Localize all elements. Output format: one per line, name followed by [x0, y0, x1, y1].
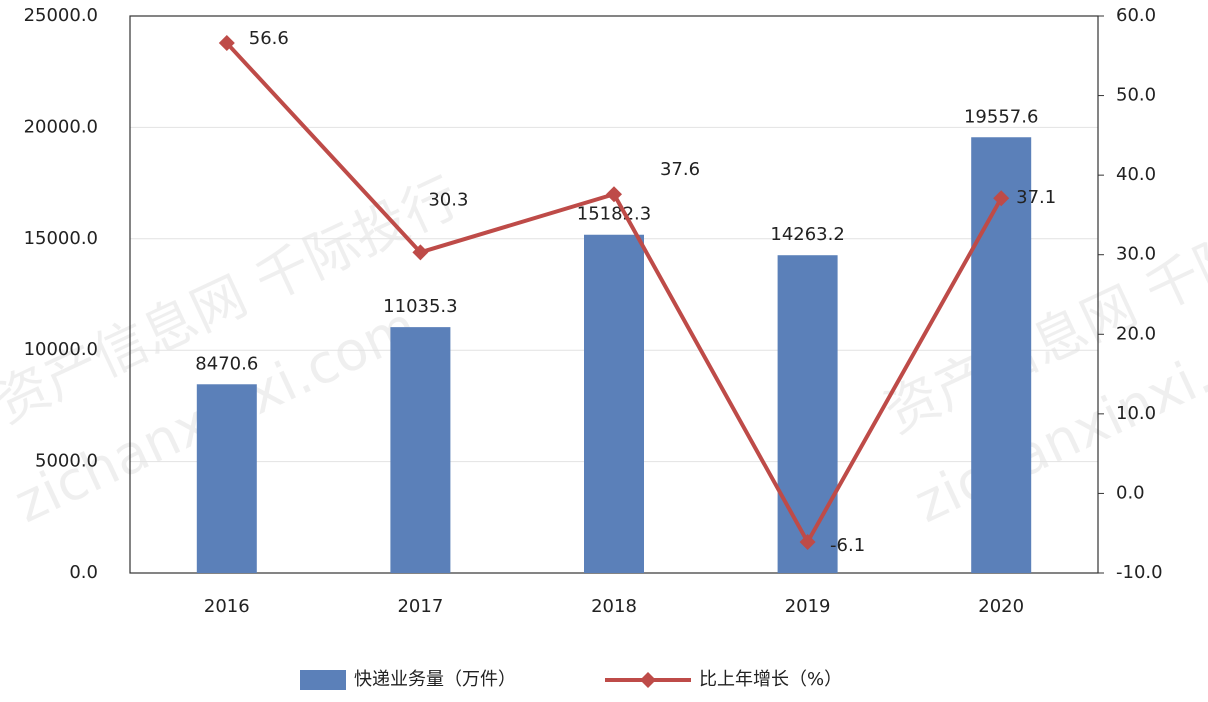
line-marker: [993, 190, 1010, 207]
x-tick-label: 2016: [204, 596, 250, 617]
legend-label: 比上年增长（%）: [699, 669, 842, 690]
y-tick-label: 0.0: [69, 562, 98, 583]
line-marker: [799, 533, 816, 550]
data-label: 8470.6: [195, 353, 258, 374]
bar: [584, 234, 644, 574]
data-label: 37.1: [1016, 187, 1056, 208]
y-tick-label: 10000.0: [24, 339, 98, 360]
data-label: 11035.3: [383, 296, 457, 317]
y-tick-label: 15000.0: [24, 228, 98, 249]
data-label: 56.6: [249, 28, 289, 49]
legend-swatch: [300, 670, 346, 690]
bar: [390, 327, 451, 573]
y2-tick-label: 0.0: [1116, 482, 1145, 503]
y-tick-label: 5000.0: [35, 451, 98, 472]
bar: [777, 255, 838, 574]
y2-tick-label: 50.0: [1116, 85, 1156, 106]
data-label: 37.6: [660, 159, 700, 180]
data-label: -6.1: [830, 535, 865, 556]
line-marker: [412, 244, 429, 261]
y2-tick-label: -10.0: [1116, 562, 1163, 583]
x-tick-label: 2017: [397, 596, 443, 617]
line-marker: [218, 35, 235, 52]
x-tick-label: 2018: [591, 596, 637, 617]
y2-tick-label: 10.0: [1116, 403, 1156, 424]
y-tick-label: 20000.0: [24, 116, 98, 137]
y-tick-label: 25000.0: [24, 5, 98, 26]
legend-marker: [640, 672, 656, 688]
bar: [971, 137, 1032, 574]
x-tick-label: 2019: [785, 596, 831, 617]
y2-tick-label: 60.0: [1116, 5, 1156, 26]
y2-tick-label: 30.0: [1116, 244, 1156, 265]
data-label: 15182.3: [577, 204, 651, 225]
bar: [196, 384, 257, 573]
legend-label: 快递业务量（万件）: [354, 669, 516, 690]
data-label: 14263.2: [770, 224, 844, 245]
y2-tick-label: 40.0: [1116, 164, 1156, 185]
x-tick-label: 2020: [978, 596, 1024, 617]
y2-tick-label: 20.0: [1116, 323, 1156, 344]
line-marker: [606, 186, 622, 203]
data-label: 30.3: [428, 189, 468, 210]
data-label: 19557.6: [964, 106, 1038, 127]
